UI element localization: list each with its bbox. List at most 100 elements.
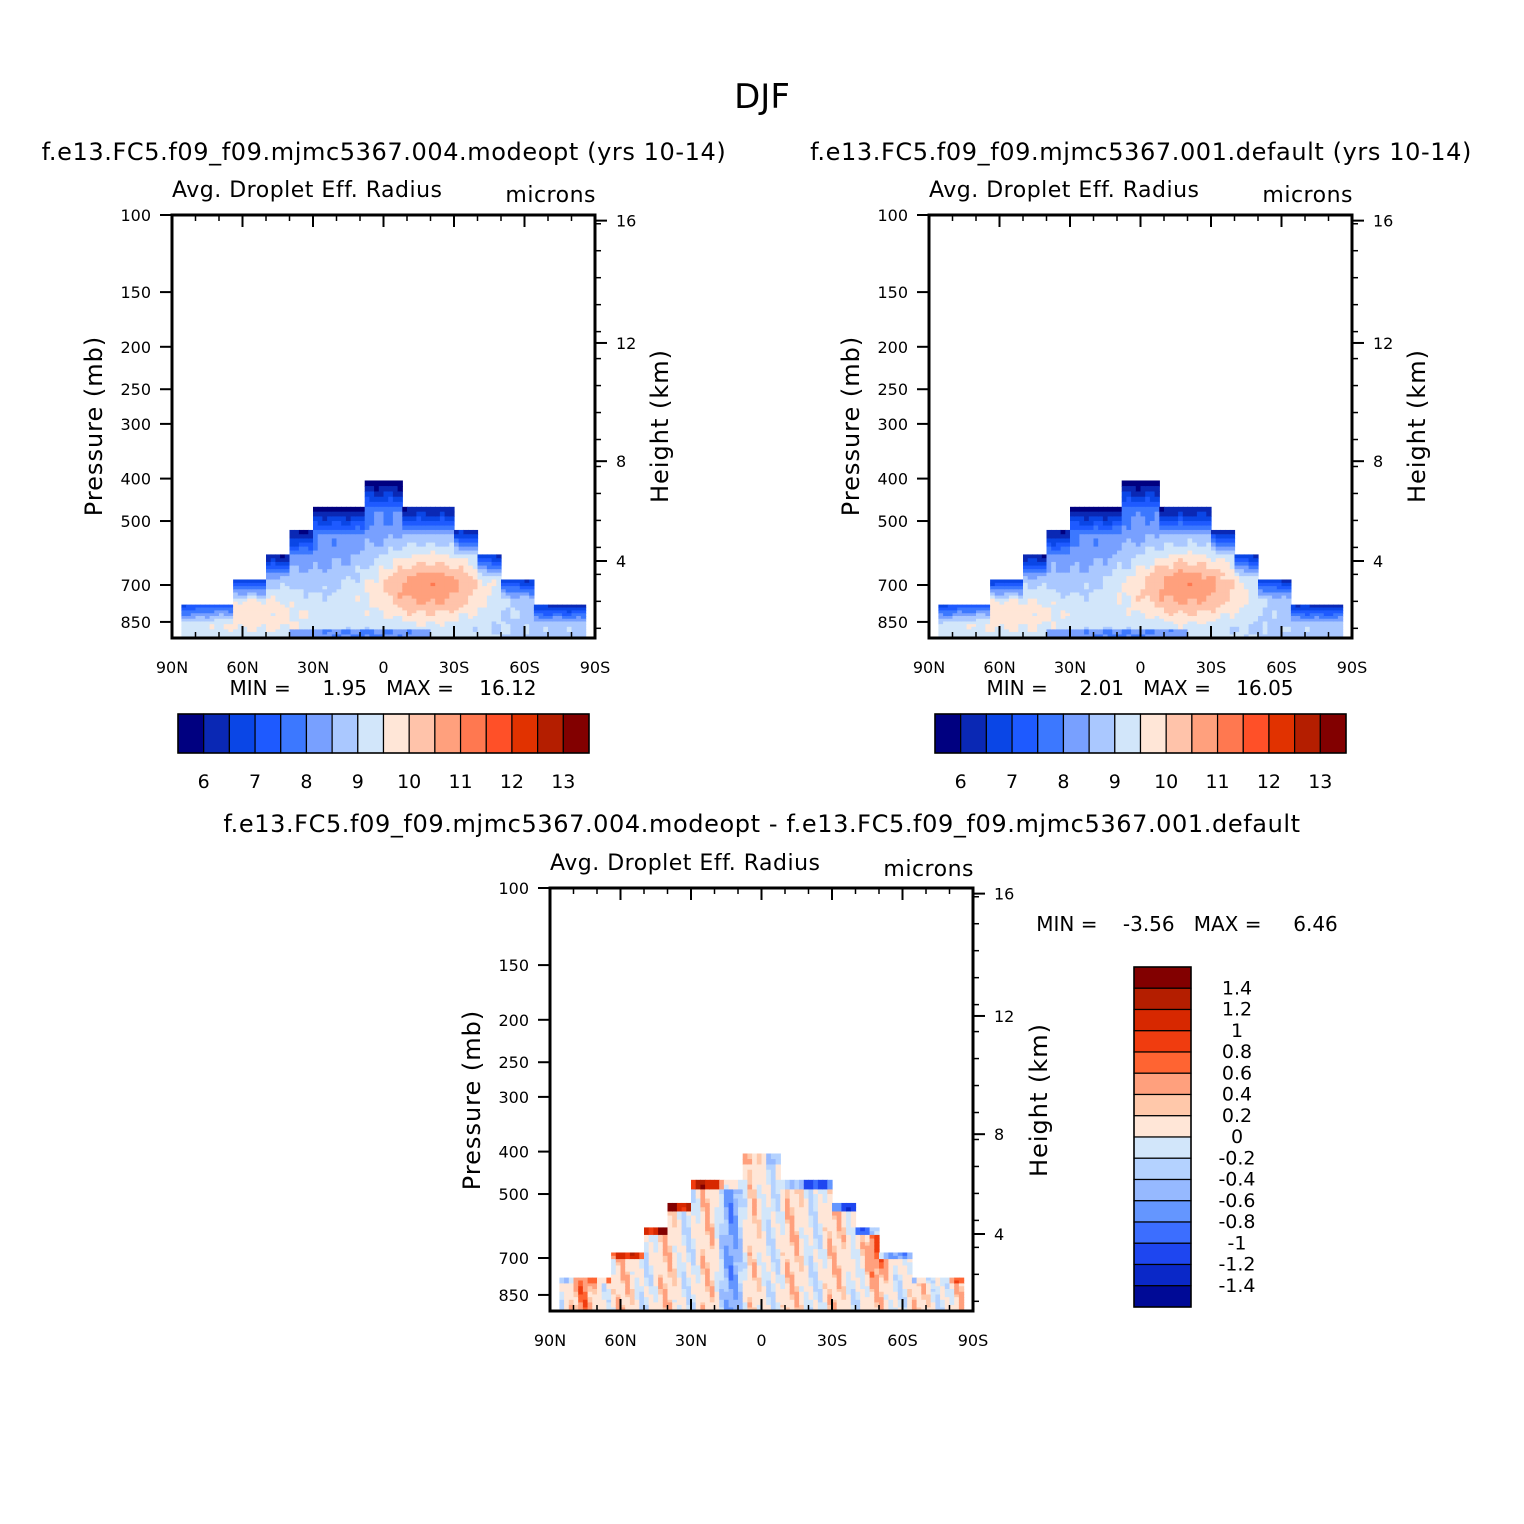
- contour-cell: [1112, 604, 1118, 609]
- contour-cell: [355, 558, 361, 563]
- contour-cell: [1168, 589, 1174, 594]
- contour-cell: [1088, 572, 1095, 577]
- contour-cell: [1117, 529, 1123, 535]
- contour-cell: [298, 542, 305, 548]
- contour-cell: [562, 626, 568, 630]
- contour-cell: [317, 624, 323, 628]
- contour-cell: [1319, 604, 1325, 609]
- contour-cell: [999, 601, 1005, 606]
- contour-cell: [1182, 598, 1189, 603]
- contour-cell: [990, 634, 996, 638]
- contour-cell: [266, 601, 272, 606]
- contour-cell: [1041, 558, 1048, 563]
- contour-cell: [1102, 529, 1109, 535]
- contour-cell: [425, 582, 432, 587]
- contour-cell: [943, 613, 949, 617]
- contour-cell: [350, 626, 356, 630]
- contour-cell: [1192, 613, 1198, 617]
- contour-cell: [416, 511, 422, 517]
- contour-cell: [1088, 629, 1095, 633]
- contour-cell: [209, 604, 215, 609]
- contour-cell: [477, 631, 483, 636]
- contour-cell: [971, 604, 977, 609]
- contour-cell: [1253, 601, 1259, 606]
- contour-cell: [562, 621, 568, 625]
- contour-cell: [1135, 496, 1142, 503]
- contour-cell: [1220, 561, 1226, 567]
- contour-cell: [1286, 601, 1292, 606]
- contour-cell: [402, 604, 408, 609]
- contour-cell: [994, 626, 1001, 630]
- contour-cell: [1140, 626, 1146, 630]
- contour-cell: [425, 634, 432, 638]
- contour-cell: [364, 569, 370, 574]
- y-tick-label: 400: [877, 470, 908, 489]
- contour-cell: [1018, 634, 1024, 638]
- contour-cell: [486, 613, 493, 617]
- contour-cell: [186, 631, 192, 636]
- contour-cell: [313, 629, 319, 633]
- contour-cell: [322, 506, 328, 513]
- contour-cell: [223, 607, 229, 611]
- contour-cell: [327, 558, 333, 563]
- contour-cell: [266, 595, 272, 600]
- contour-cell: [1305, 616, 1311, 620]
- contour-cell: [392, 607, 399, 611]
- contour-cell: [435, 525, 441, 531]
- contour-cell: [1037, 621, 1043, 625]
- contour-cell: [402, 565, 408, 570]
- contour-cell: [439, 598, 446, 603]
- contour-cell: [1126, 561, 1132, 567]
- contour-cell: [355, 546, 361, 552]
- y-tick-label: 250: [120, 380, 151, 399]
- contour-cell: [303, 538, 309, 544]
- contour-cell: [383, 486, 389, 493]
- contour-cell: [1309, 629, 1315, 633]
- contour-cell: [289, 626, 295, 630]
- y-tick-label: 500: [120, 512, 151, 531]
- contour-cell: [1164, 534, 1170, 540]
- contour-cell: [463, 576, 469, 581]
- contour-cell: [966, 618, 972, 623]
- contour-cell: [1239, 589, 1245, 594]
- contour-cell: [383, 604, 389, 609]
- contour-cell: [1027, 618, 1033, 623]
- contour-cell: [505, 610, 511, 614]
- contour-cell: [491, 621, 497, 625]
- contour-cell: [976, 618, 982, 623]
- contour-cell: [1173, 538, 1179, 544]
- contour-cell: [364, 634, 370, 638]
- contour-cell: [425, 529, 432, 535]
- contour-cell: [1102, 565, 1109, 570]
- contour-cell: [1328, 624, 1334, 628]
- contour-cell: [1187, 598, 1193, 603]
- contour-cell: [298, 601, 305, 606]
- contour-cell: [1243, 634, 1250, 638]
- contour-cell: [275, 561, 281, 567]
- contour-cell: [275, 572, 281, 577]
- contour-cell: [990, 601, 996, 606]
- contour-cell: [383, 480, 389, 487]
- contour-cell: [275, 589, 281, 594]
- contour-cell: [1173, 582, 1179, 587]
- contour-cell: [1211, 542, 1217, 548]
- contour-cell: [1290, 624, 1297, 628]
- contour-cell: [1055, 598, 1062, 603]
- contour-cell: [256, 589, 262, 594]
- contour-cell: [181, 607, 187, 611]
- contour-cell: [1121, 595, 1127, 600]
- contour-cell: [1102, 561, 1109, 567]
- contour-cell: [378, 572, 385, 577]
- contour-cell: [1149, 607, 1156, 611]
- contour-cell: [392, 589, 399, 594]
- contour-cell: [1145, 558, 1151, 563]
- contour-cell: [1098, 538, 1104, 544]
- contour-cell: [327, 634, 333, 638]
- contour-cell: [1121, 542, 1127, 548]
- contour-cell: [331, 626, 338, 630]
- contour-cell: [317, 558, 323, 563]
- contour-cell: [1084, 601, 1090, 606]
- contour-cell: [345, 601, 352, 606]
- contour-cell: [548, 626, 554, 630]
- contour-cell: [573, 1283, 579, 1287]
